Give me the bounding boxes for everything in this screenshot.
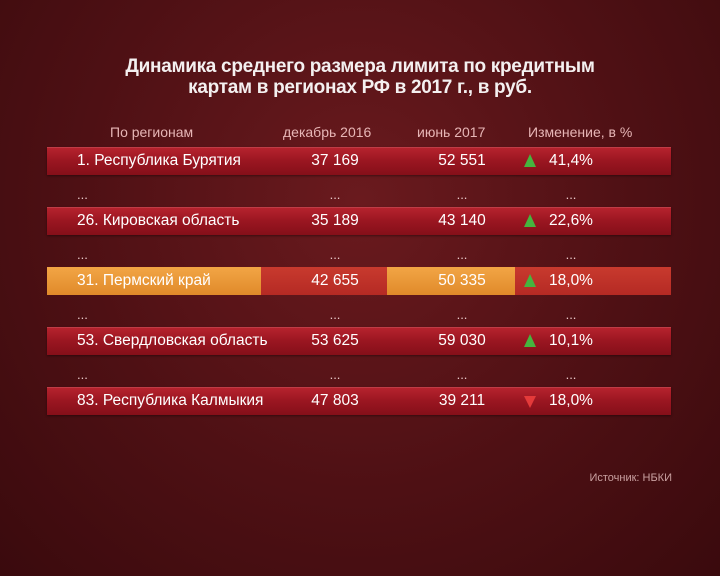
june-value: 43 140 <box>438 212 486 229</box>
ellipsis: ... <box>565 187 577 202</box>
region-cell: 1. Республика Бурятия <box>77 152 241 169</box>
chart-title: Динамика среднего размера лимита по кред… <box>0 56 720 98</box>
arrow-up-icon <box>524 154 536 167</box>
source-note: Источник: НБКИ <box>589 472 672 484</box>
december-value: 53 625 <box>311 332 359 349</box>
june-value: 39 211 <box>438 392 486 409</box>
ellipsis: ... <box>565 307 577 322</box>
title-line-1: Динамика среднего размера лимита по кред… <box>125 56 595 77</box>
table-row: 1. Республика Бурятия 37 169 52 551 41,4… <box>47 147 671 175</box>
december-value: 35 189 <box>311 212 359 229</box>
december-value: 42 655 <box>311 272 359 289</box>
ellipsis: ... <box>456 307 468 322</box>
title-line-2: картам в регионах РФ в 2017 г., в руб. <box>188 77 532 98</box>
header-region: По регионам <box>110 124 194 140</box>
arrow-down-icon <box>524 396 536 408</box>
december-value: 37 169 <box>311 152 359 169</box>
header-june-2017: июнь 2017 <box>417 124 486 140</box>
june-value: 52 551 <box>438 152 486 169</box>
june-value: 50 335 <box>438 272 486 289</box>
change-value: 22,6% <box>549 212 593 229</box>
highlight-segment <box>387 267 515 295</box>
arrow-up-icon <box>524 214 536 227</box>
header-change: Изменение, в % <box>528 124 633 140</box>
arrow-up-icon <box>524 274 536 287</box>
december-value: 47 803 <box>311 392 359 409</box>
table-row: 53. Свердловская область 53 625 59 030 1… <box>47 327 671 355</box>
ellipsis: ... <box>456 247 468 262</box>
table-row-highlighted: 31. Пермский край 42 655 50 335 18,0% <box>47 267 671 295</box>
change-value: 41,4% <box>549 152 593 169</box>
ellipsis: ... <box>77 307 88 322</box>
ellipsis-row: ... ... ... ... <box>47 185 671 213</box>
ellipsis-row: ... ... ... ... <box>47 245 671 273</box>
change-value: 18,0% <box>549 272 593 289</box>
change-value: 10,1% <box>549 332 593 349</box>
table-row: 26. Кировская область 35 189 43 140 22,6… <box>47 207 671 235</box>
ellipsis: ... <box>77 187 88 202</box>
ellipsis-row: ... ... ... ... <box>47 305 671 333</box>
ellipsis: ... <box>329 367 341 382</box>
highlight-segment <box>47 267 261 295</box>
region-cell: 53. Свердловская область <box>77 332 268 349</box>
ellipsis: ... <box>329 307 341 322</box>
header-december-2016: декабрь 2016 <box>283 124 372 140</box>
ellipsis: ... <box>456 367 468 382</box>
region-cell: 26. Кировская область <box>77 212 240 229</box>
ellipsis: ... <box>77 247 88 262</box>
region-cell: 31. Пермский край <box>77 272 211 289</box>
june-value: 59 030 <box>438 332 486 349</box>
change-value: 18,0% <box>549 392 593 409</box>
ellipsis: ... <box>329 187 341 202</box>
region-cell: 83. Республика Калмыкия <box>77 392 264 409</box>
ellipsis: ... <box>77 367 88 382</box>
table-row: 83. Республика Калмыкия 47 803 39 211 18… <box>47 387 671 415</box>
ellipsis: ... <box>565 367 577 382</box>
ellipsis: ... <box>565 247 577 262</box>
ellipsis-row: ... ... ... ... <box>47 365 671 393</box>
arrow-up-icon <box>524 334 536 347</box>
ellipsis: ... <box>329 247 341 262</box>
ellipsis: ... <box>456 187 468 202</box>
